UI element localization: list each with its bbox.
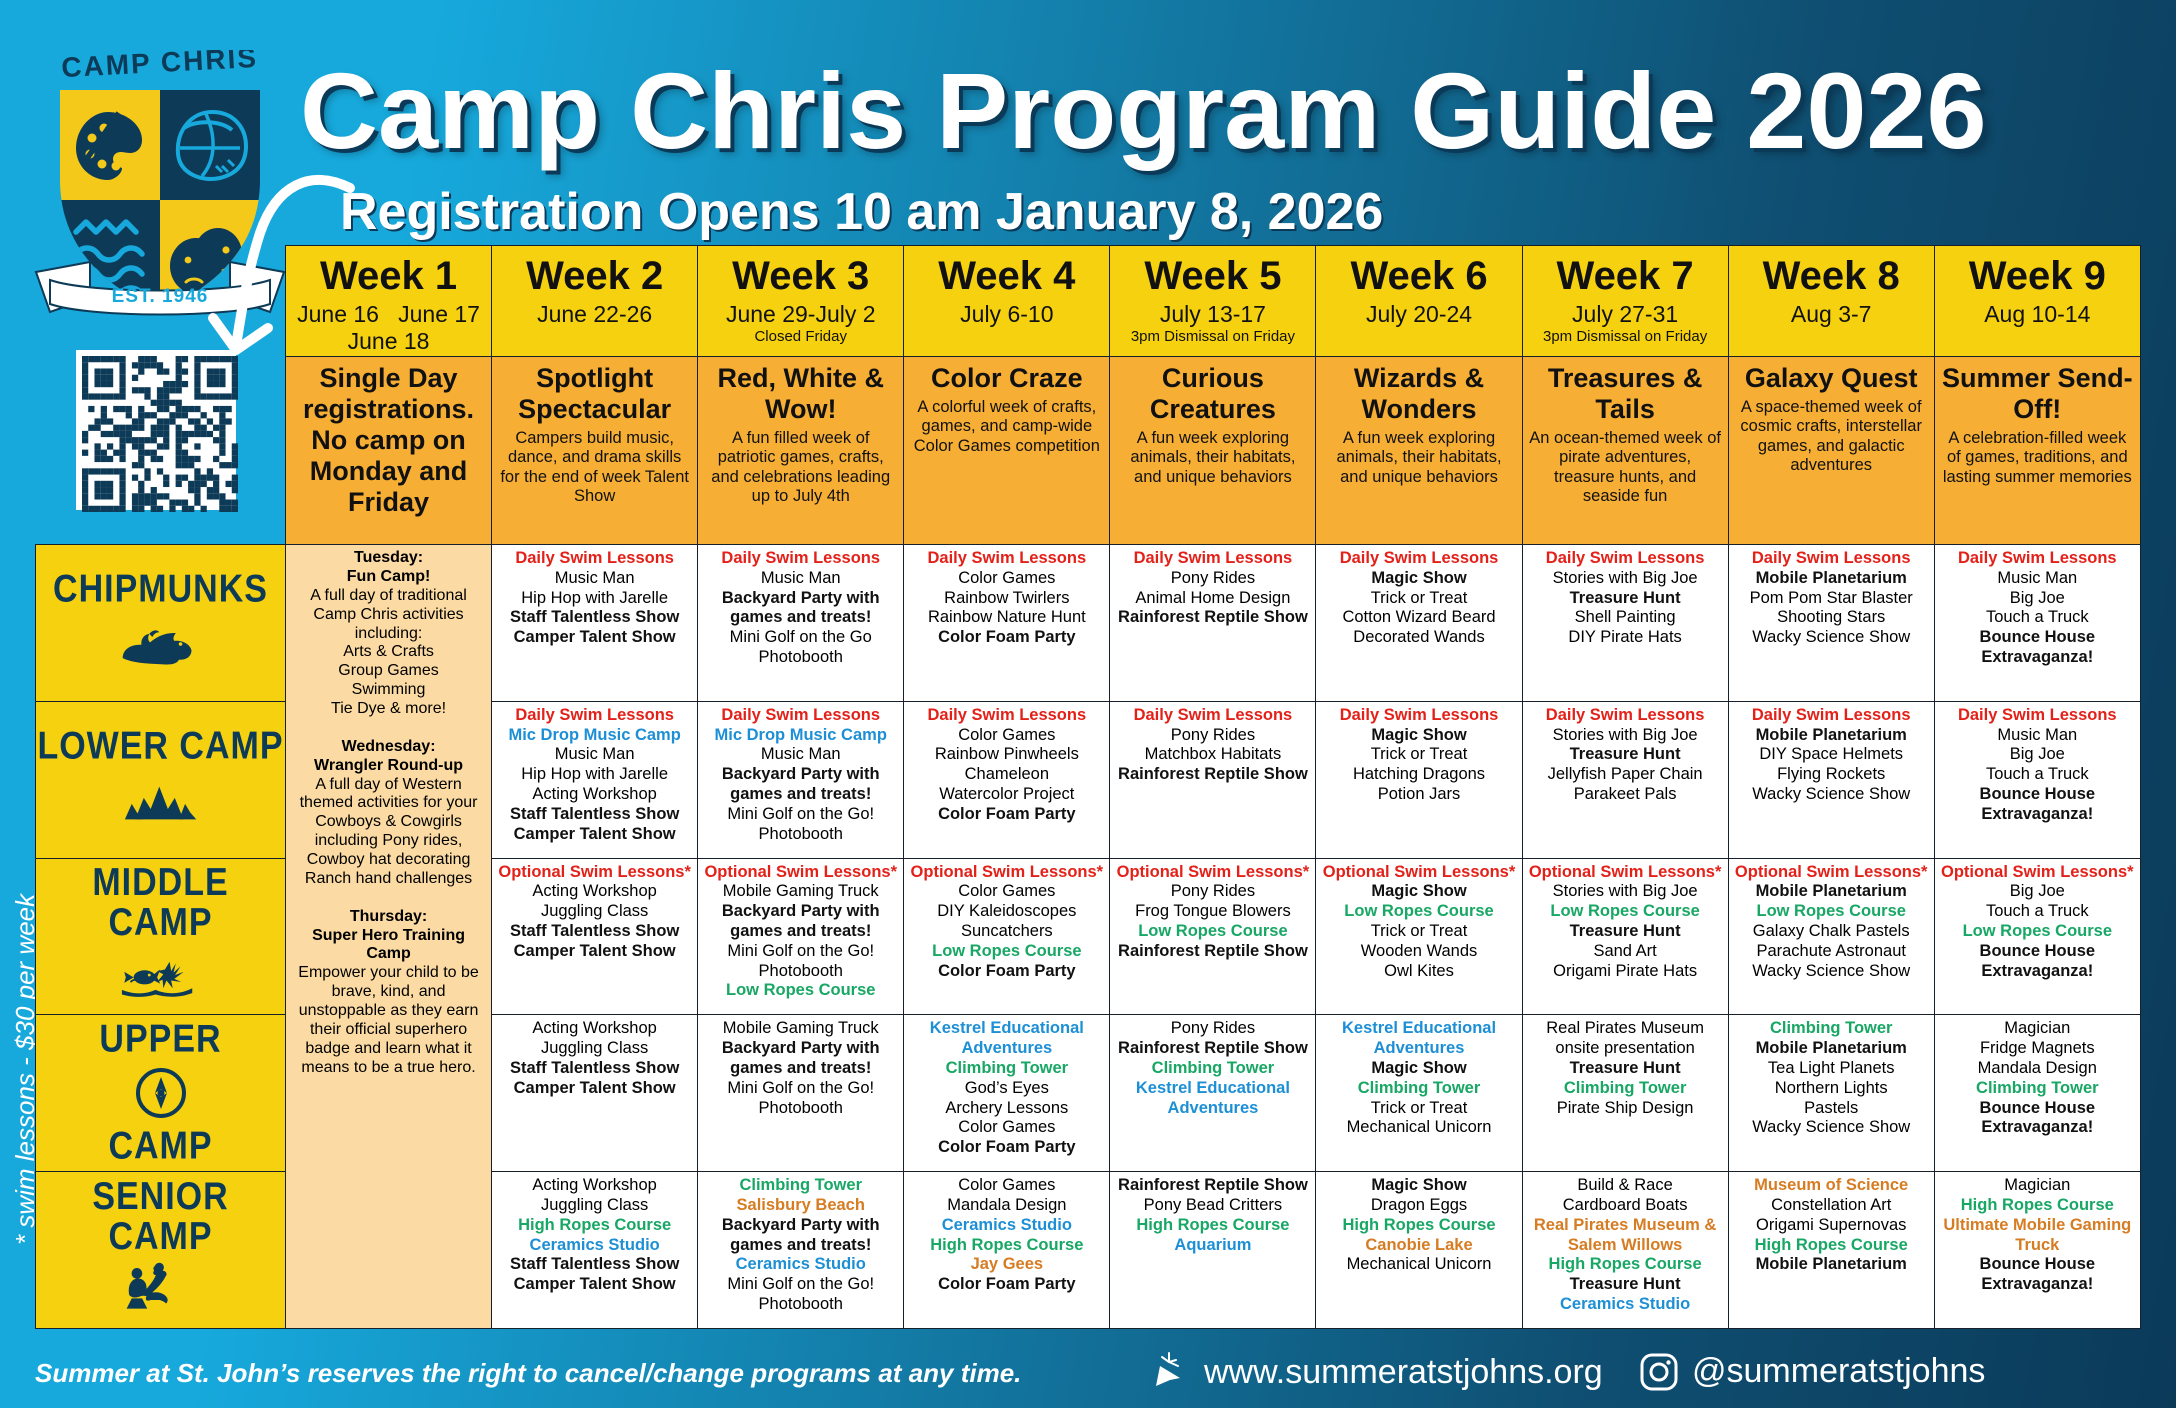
svg-text:CAMP CHRIS: CAMP CHRIS: [61, 50, 259, 83]
